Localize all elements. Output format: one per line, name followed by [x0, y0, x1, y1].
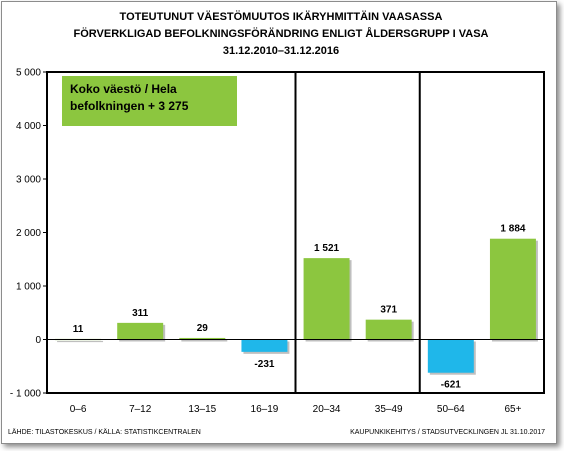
- data-label: -621: [441, 380, 461, 391]
- x-axis-ticks: 0–6 7–12 13–15 16–19 20–34 35–49 50–64 65+: [70, 404, 522, 415]
- bar-50–64: [427, 339, 474, 373]
- data-label: 311: [132, 308, 149, 319]
- title-line-fi: TOTEUTUNUT VÄESTÖMUUTOS IKÄRYHMITTÄIN VA…: [120, 10, 443, 23]
- plot-frame: [46, 71, 545, 394]
- bars: [55, 238, 538, 375]
- chart-title: TOTEUTUNUT VÄESTÖMUUTOS IKÄRYHMITTÄIN VA…: [74, 10, 489, 57]
- bar-shadow: [181, 339, 228, 342]
- title-line-period: 31.12.2010–31.12.2016: [223, 45, 339, 57]
- bar-7–12: [117, 322, 164, 340]
- plot-border: [46, 71, 545, 394]
- data-label: 1 521: [314, 243, 339, 254]
- bar-shadow: [57, 340, 104, 343]
- data-label: 1 884: [500, 224, 525, 235]
- bar-35–49: [365, 319, 412, 340]
- x-tick-label: 16–19: [251, 404, 279, 415]
- source-left: LÄHDE: TILASTOKESKUS / KÄLLA: STATISTIKC…: [8, 428, 201, 436]
- annotation-line-1: Koko väestö / Hela: [70, 82, 177, 96]
- y-tick-label: 4 000: [16, 121, 41, 132]
- title-line-sv: FÖRVERKLIGAD BEFOLKNINGSFÖRÄNDRING ENLIG…: [74, 27, 489, 40]
- x-tick-label: 13–15: [188, 404, 216, 415]
- data-label: 29: [197, 323, 209, 334]
- data-labels: 11 311 29 -231 1 521 371 -621 1 884: [73, 224, 526, 391]
- annotation-line-2: befolkningen + 3 275: [70, 99, 189, 113]
- y-tick-label: 2 000: [16, 228, 41, 239]
- y-tick-label: 0: [35, 335, 41, 346]
- y-axis-ticks: 5 000 4 000 3 000 2 000 1 000 0 - 1 000: [10, 68, 47, 400]
- x-tick-label: 35–49: [375, 404, 403, 415]
- bar-65+: [489, 238, 536, 340]
- data-label: 371: [380, 305, 397, 316]
- x-tick-label: 7–12: [129, 404, 152, 415]
- x-tick-label: 50–64: [437, 404, 465, 415]
- source-right: KAUPUNKIKEHITYS / STADSUTVECKLINGEN JL 3…: [350, 429, 545, 436]
- bar-13–15: [179, 337, 226, 340]
- total-change-annotation: Koko väestö / Hela befolkningen + 3 275: [62, 76, 237, 126]
- data-label: 11: [73, 324, 84, 335]
- x-tick-label: 0–6: [70, 404, 87, 415]
- y-tick-label: 1 000: [16, 282, 41, 293]
- y-tick-label: 5 000: [16, 68, 41, 79]
- x-tick-label: 65+: [504, 404, 521, 415]
- data-label: -231: [254, 359, 274, 370]
- x-tick-label: 20–34: [313, 404, 341, 415]
- bar-16–19: [241, 339, 288, 352]
- y-tick-label: - 1 000: [10, 389, 42, 400]
- bar-20–34: [303, 258, 350, 340]
- y-tick-label: 3 000: [16, 175, 41, 186]
